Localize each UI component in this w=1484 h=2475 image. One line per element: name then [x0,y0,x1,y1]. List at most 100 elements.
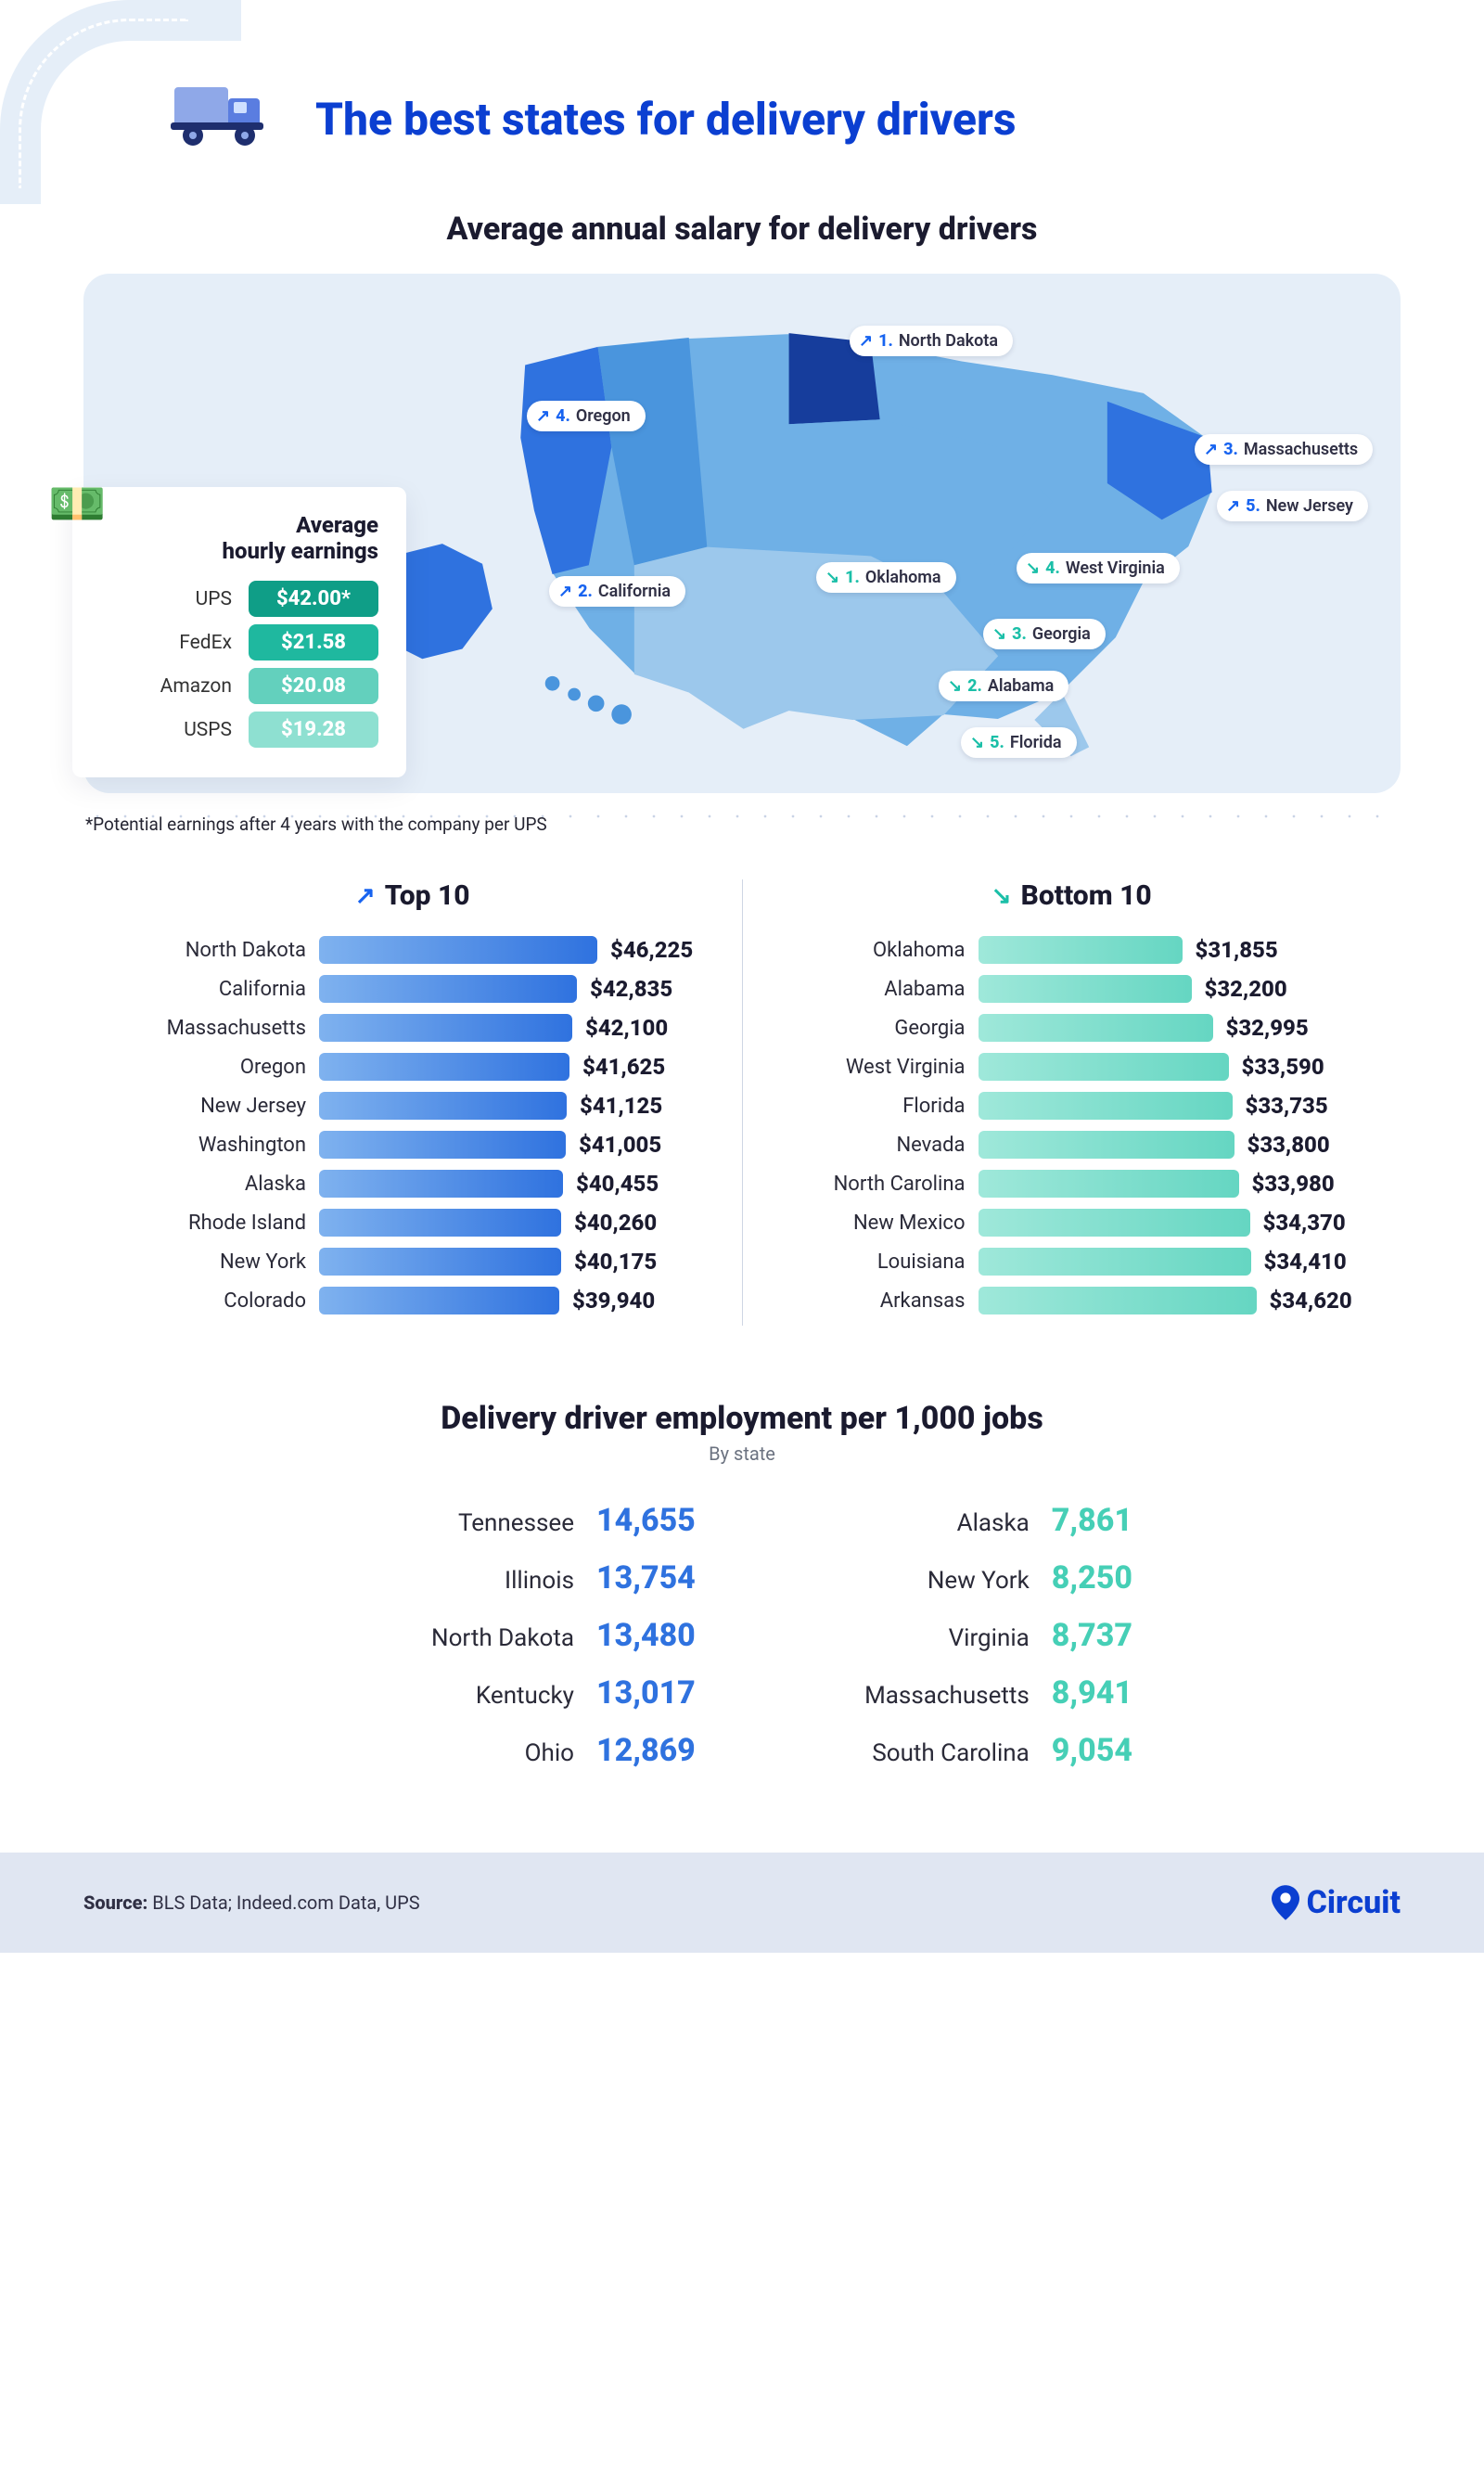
bar-value: $34,370 [1263,1210,1346,1236]
hourly-row: FedEx $21.58 [100,624,378,660]
bar [319,1248,561,1276]
truck-icon [167,78,278,152]
bar-value: $41,625 [582,1054,665,1080]
bar [319,936,597,964]
bar-value: $33,590 [1242,1054,1324,1080]
map-pin: ↗1.North Dakota [850,326,1013,356]
map-footnote: *Potential earnings after 4 years with t… [85,814,1399,835]
state-label: Nevada [780,1134,966,1157]
state-label: Rhode Island [121,1212,306,1235]
employment-value: 8,737 [1052,1617,1132,1654]
bottom10-row: Oklahoma$31,855 [780,936,1364,964]
state-label: New Jersey [121,1095,306,1118]
bar [979,975,1192,1003]
top10-row: Rhode Island $40,260 [121,1209,705,1237]
bottom10-row: Alabama$32,200 [780,975,1364,1003]
state-label: Florida [780,1095,966,1118]
bar [319,1053,569,1081]
employment-row: Tennessee 14,655 [352,1502,696,1539]
state-label: North Dakota [121,939,306,962]
state-label: Kentucky [352,1682,574,1710]
employment-title: Delivery driver employment per 1,000 job… [83,1400,1401,1437]
top10-title: Top 10 [385,879,470,912]
bottom10-title: Bottom 10 [1021,879,1152,912]
bar [979,1287,1257,1314]
bar-value: $34,410 [1264,1249,1347,1275]
hourly-label: Amazon [100,675,232,698]
top10-row: North Dakota $46,225 [121,936,705,964]
state-label: Massachusetts [121,1017,306,1040]
bar [319,1170,563,1198]
bar-value: $40,175 [574,1249,657,1275]
bar-value: $32,200 [1205,976,1287,1002]
state-label: Oklahoma [780,939,966,962]
map-pin: ↗5.New Jersey [1217,491,1368,521]
state-label: Arkansas [780,1289,966,1313]
employment-row: Massachusetts 8,941 [807,1674,1132,1712]
state-label: Virginia [807,1624,1030,1652]
employment-value: 14,655 [596,1502,696,1539]
bar-value: $46,225 [610,937,693,963]
header: The best states for delivery drivers [83,56,1401,183]
arrow-icon: ↘ [1026,558,1040,578]
hourly-label: FedEx [100,632,232,654]
state-label: Massachusetts [807,1682,1030,1710]
map-pin: ↗2.California [549,576,685,607]
hourly-value: $20.08 [249,668,378,704]
bottom10-row: Florida$33,735 [780,1092,1364,1120]
employment-row: New York8,250 [807,1559,1132,1597]
arrow-icon: ↘ [825,568,839,587]
top10-row: New Jersey$41,125 [121,1092,705,1120]
arrow-down-icon: ↘ [991,882,1012,910]
map-pin: ↘2.Alabama [939,671,1068,701]
hourly-value: $19.28 [249,712,378,748]
bar-value: $41,005 [579,1132,661,1158]
bottom10-row: Nevada$33,800 [780,1131,1364,1159]
bottom10-row: Georgia$32,995 [780,1014,1364,1042]
arrow-icon: ↘ [948,676,962,696]
state-label: Ohio [352,1739,574,1767]
bar [319,975,577,1003]
employment-value: 7,861 [1052,1502,1132,1539]
map-pin: ↘4.West Virginia [1017,553,1180,583]
state-label: New Mexico [780,1212,966,1235]
bar-value: $40,260 [574,1210,657,1236]
bar-value: $40,455 [576,1171,659,1197]
state-label: Louisiana [780,1250,966,1274]
map-section: ↗1.North Dakota↗4.Oregon↗3.Massachusetts… [83,274,1401,835]
employment-value: 13,480 [596,1617,696,1654]
employment-value: 8,941 [1052,1674,1132,1712]
employment-section: Delivery driver employment per 1,000 job… [83,1400,1401,1769]
bar-value: $42,100 [585,1015,668,1041]
map-box: ↗1.North Dakota↗4.Oregon↗3.Massachusetts… [83,274,1401,793]
bar-value: $42,835 [590,976,672,1002]
state-label: Oregon [121,1056,306,1079]
bar-value: $34,620 [1270,1288,1352,1314]
bar [319,1131,566,1159]
source-line: Source: BLS Data; Indeed.com Data, UPS [83,1892,420,1914]
state-label: Washington [121,1134,306,1157]
hourly-row: Amazon $20.08 [100,668,378,704]
top10-column: ↗Top 10 North Dakota$46,225California$42… [83,879,742,1326]
employment-low-column: Alaska7,861New York8,250Virginia8,737Mas… [807,1502,1132,1769]
hourly-label: USPS [100,719,232,741]
top10-row: Massachusetts $42,100 [121,1014,705,1042]
arrow-icon: ↗ [536,406,550,426]
bottom10-row: West Virginia$33,590 [780,1053,1364,1081]
map-pin: ↗3.Massachusetts [1195,434,1373,465]
state-label: Tennessee [352,1509,574,1537]
bar [319,1092,567,1120]
map-pin: ↘5.Florida [961,727,1077,758]
bar-value: $33,980 [1252,1171,1335,1197]
arrow-up-icon: ↗ [355,882,376,910]
pin-icon [1272,1885,1299,1920]
bar [979,1131,1235,1159]
hourly-value: $21.58 [249,624,378,660]
top10-row: Alaska$40,455 [121,1170,705,1198]
bottom10-row: North Carolina$33,980 [780,1170,1364,1198]
map-pin: ↘1.Oklahoma [816,562,956,593]
bar [319,1014,572,1042]
hourly-row: USPS $19.28 [100,712,378,748]
hourly-row: UPS$42.00* [100,581,378,617]
bar [979,1170,1239,1198]
